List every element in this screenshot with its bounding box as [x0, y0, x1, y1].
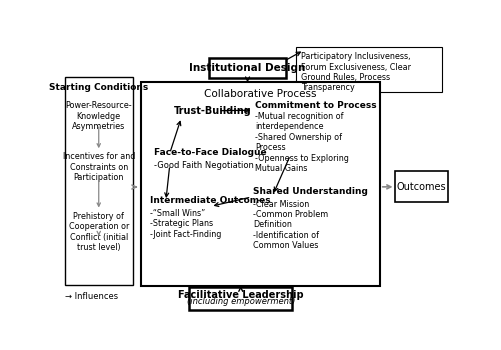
Text: Trust-Building: Trust-Building [173, 106, 251, 116]
Text: → Influences: → Influences [65, 292, 118, 301]
Text: Prehistory of
Cooperation or
Conflict (initial
trust level): Prehistory of Cooperation or Conflict (i… [69, 212, 129, 252]
Text: Face-to-Face Dialogue: Face-to-Face Dialogue [154, 148, 266, 156]
FancyBboxPatch shape [65, 77, 132, 285]
Text: Collaborative Process: Collaborative Process [203, 89, 316, 99]
Text: Commitment to Process: Commitment to Process [255, 101, 376, 110]
Text: Starting Conditions: Starting Conditions [49, 83, 148, 92]
Text: -Clear Mission
-Common Problem
Definition
-Identification of
Common Values: -Clear Mission -Common Problem Definitio… [253, 199, 328, 250]
FancyBboxPatch shape [395, 172, 447, 202]
FancyBboxPatch shape [296, 47, 441, 92]
FancyBboxPatch shape [189, 287, 292, 310]
Text: Outcomes: Outcomes [396, 182, 445, 192]
Text: -Mutual recognition of
interdependence
-Shared Ownership of
Process
-Openness to: -Mutual recognition of interdependence -… [255, 112, 349, 173]
FancyBboxPatch shape [140, 83, 379, 286]
Text: -Good Faith Negotiation: -Good Faith Negotiation [154, 161, 254, 170]
Text: Incentives for and
Constraints on
Participation: Incentives for and Constraints on Partic… [63, 153, 135, 182]
FancyBboxPatch shape [208, 58, 286, 78]
Text: Participatory Inclusiveness,
Forum Exclusiveness, Clear
Ground Rules, Process
Tr: Participatory Inclusiveness, Forum Exclu… [300, 52, 410, 92]
Text: -“Small Wins”
-Strategic Plans
-Joint Fact-Finding: -“Small Wins” -Strategic Plans -Joint Fa… [150, 209, 221, 239]
Text: Facilitative Leadership: Facilitative Leadership [177, 290, 303, 300]
Text: Power-Resource-
Knowledge
Asymmetries: Power-Resource- Knowledge Asymmetries [65, 101, 132, 131]
Text: Intermediate Outcomes: Intermediate Outcomes [150, 196, 271, 205]
Text: Shared Understanding: Shared Understanding [253, 187, 368, 196]
Text: Institutional Design: Institutional Design [189, 63, 305, 73]
Text: (including empowerment): (including empowerment) [186, 298, 295, 307]
